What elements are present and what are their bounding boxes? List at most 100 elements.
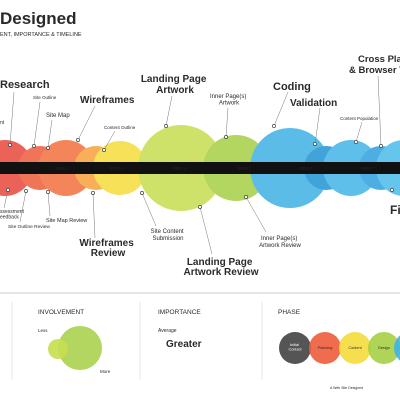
footer: A Web Site Designed bbox=[330, 386, 363, 390]
legend-circle bbox=[48, 339, 68, 359]
marker bbox=[91, 191, 95, 195]
line: Wireframes bbox=[79, 238, 134, 249]
marker bbox=[102, 148, 106, 152]
line: Landing Page bbox=[141, 74, 207, 85]
phase-circle bbox=[368, 332, 400, 364]
title: Designed bbox=[0, 9, 77, 28]
legend-title: PHASE bbox=[278, 309, 301, 316]
marker bbox=[32, 144, 36, 148]
marker bbox=[76, 138, 80, 142]
phase-circle bbox=[279, 332, 311, 364]
connector bbox=[33, 101, 41, 147]
week-label: WEEK 2 bbox=[55, 167, 69, 171]
legend-label: Less bbox=[38, 328, 48, 333]
line: Artwork Review bbox=[259, 243, 301, 249]
week-label: WEEK 7 bbox=[361, 167, 375, 171]
week-labels: WEEK 2 WEEK 3 WEEK 4 WEEK 5 WEEK 6 WEEK … bbox=[55, 167, 375, 171]
step-label: Content Outline bbox=[104, 125, 136, 130]
step-label: Inner Page(s) Artwork Review bbox=[259, 236, 301, 249]
line: Artwork Review bbox=[183, 267, 258, 278]
step-label: nt bbox=[0, 120, 5, 126]
line: Site Content bbox=[151, 229, 184, 235]
marker bbox=[390, 188, 394, 192]
marker bbox=[272, 124, 276, 128]
step-label: Site Content Submission bbox=[151, 229, 186, 242]
connector bbox=[47, 119, 53, 149]
marker bbox=[46, 190, 50, 194]
connector bbox=[199, 206, 213, 255]
phase-circle bbox=[339, 332, 371, 364]
marker bbox=[379, 144, 383, 148]
connector bbox=[92, 192, 96, 239]
step-label: Site Map Review bbox=[46, 218, 87, 224]
phase-label: Initial Contact bbox=[288, 343, 302, 352]
connector bbox=[165, 95, 173, 127]
step-label: Wireframes Review bbox=[79, 238, 136, 259]
step-label: Site Outline Review bbox=[8, 224, 50, 230]
connector bbox=[355, 121, 363, 143]
marker bbox=[354, 140, 358, 144]
marker bbox=[313, 142, 317, 146]
week-label: WEEK 3 bbox=[109, 167, 123, 171]
bottom-labels: ssessment eedback Site Outline Review Si… bbox=[0, 203, 400, 278]
connector bbox=[377, 75, 382, 147]
connector bbox=[314, 107, 321, 145]
week-label: WEEK 4 bbox=[172, 167, 186, 171]
markers bbox=[6, 124, 394, 209]
marker bbox=[24, 189, 28, 193]
connector bbox=[245, 196, 267, 233]
step-label: Landing Page Artwork bbox=[141, 74, 209, 96]
marker bbox=[140, 191, 144, 195]
connector bbox=[141, 192, 157, 227]
step-label: Cross Platfor & Browser Te bbox=[349, 54, 400, 76]
connector bbox=[47, 191, 51, 217]
timeline-bar bbox=[0, 162, 400, 174]
line: Submission bbox=[152, 236, 183, 242]
marker bbox=[198, 205, 202, 209]
marker bbox=[224, 135, 228, 139]
legend: INVOLVEMENT Less More IMPORTANCE Average… bbox=[0, 292, 400, 390]
week-label: WEEK 5 bbox=[237, 167, 251, 171]
line: Review bbox=[91, 248, 126, 259]
legend-title: IMPORTANCE bbox=[158, 309, 201, 316]
connector bbox=[103, 130, 116, 151]
legend-circle bbox=[58, 326, 102, 370]
step-label: Validation bbox=[290, 98, 337, 109]
connector bbox=[77, 105, 96, 141]
connector bbox=[3, 189, 9, 209]
step-label: Coding bbox=[273, 81, 311, 93]
line: Inner Page(s) bbox=[210, 94, 246, 100]
phase-label: Design bbox=[378, 346, 390, 350]
phase-circle bbox=[394, 335, 400, 361]
line: eedback bbox=[0, 215, 19, 221]
line: Contact bbox=[288, 348, 302, 352]
connector bbox=[19, 190, 27, 223]
connector bbox=[225, 107, 229, 138]
connectors bbox=[3, 75, 382, 255]
legend-label: More bbox=[100, 369, 111, 374]
step-label: Site Map bbox=[46, 113, 70, 119]
marker bbox=[8, 143, 12, 147]
subtitle: ENT, IMPORTANCE & TIMELINE bbox=[0, 32, 82, 38]
legend-title: INVOLVEMENT bbox=[38, 309, 84, 316]
legend-label: Greater bbox=[166, 339, 202, 350]
step-label: ssessment eedback bbox=[0, 209, 25, 221]
phase-label: Content bbox=[348, 346, 362, 350]
line: Artwork bbox=[219, 101, 240, 107]
line: & Browser Te bbox=[349, 65, 400, 76]
line: Artwork bbox=[156, 85, 194, 96]
phase-label: Planning bbox=[318, 346, 333, 350]
step-label: Site Outline bbox=[33, 95, 57, 100]
marker bbox=[244, 195, 248, 199]
line: Landing Page bbox=[187, 257, 253, 268]
connector bbox=[9, 91, 15, 146]
step-label: Wireframes bbox=[80, 95, 135, 106]
legend-label: Average bbox=[158, 328, 177, 334]
top-labels: Research nt Site Outline Site Map Wirefr… bbox=[0, 54, 400, 130]
line: Cross Platfor bbox=[358, 54, 400, 65]
line: Inner Page(s) bbox=[261, 236, 297, 242]
step-label: Content Population bbox=[340, 116, 379, 121]
step-label: Landing Page Artwork Review bbox=[183, 257, 258, 278]
phase-circle bbox=[309, 332, 341, 364]
